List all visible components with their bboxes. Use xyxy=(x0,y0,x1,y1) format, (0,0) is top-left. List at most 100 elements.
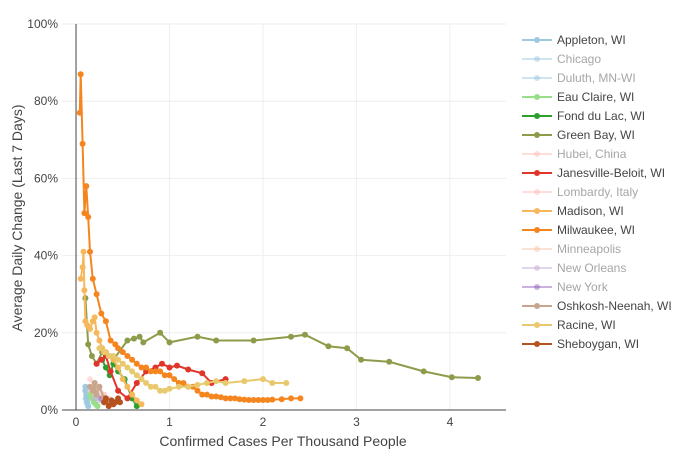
data-point xyxy=(166,385,173,392)
legend-label: New York xyxy=(557,280,609,294)
legend-swatch-marker xyxy=(534,170,540,176)
y-tick-label: 60% xyxy=(34,171,58,185)
legend-swatch-marker xyxy=(534,322,540,328)
data-point xyxy=(124,364,131,371)
legend-item[interactable]: Milwaukee, WI xyxy=(522,223,635,237)
data-point xyxy=(203,391,210,398)
data-point xyxy=(194,381,201,388)
legend-label: Green Bay, WI xyxy=(557,128,635,142)
data-point xyxy=(131,335,137,342)
legend-swatch-marker xyxy=(534,284,540,290)
legend-swatch-marker xyxy=(534,341,540,347)
data-point xyxy=(152,368,159,375)
data-point xyxy=(236,396,243,403)
legend-label: Sheboygan, WI xyxy=(557,337,639,351)
data-point xyxy=(87,376,93,383)
data-point xyxy=(119,360,126,367)
data-point xyxy=(161,387,168,394)
data-point xyxy=(85,214,92,220)
legend-swatch-marker xyxy=(534,94,540,100)
series-15 xyxy=(96,345,290,394)
legend-item[interactable]: Lombardy, Italy xyxy=(522,185,638,199)
data-point xyxy=(96,345,103,352)
data-point xyxy=(83,399,90,406)
data-point xyxy=(185,383,192,390)
data-point xyxy=(136,333,143,340)
legend-label: Racine, WI xyxy=(557,318,616,332)
legend-swatch-marker xyxy=(534,113,540,119)
legend-swatch-marker xyxy=(534,75,540,81)
data-point xyxy=(102,395,109,402)
data-point xyxy=(124,353,131,359)
data-point xyxy=(213,337,220,344)
data-point xyxy=(115,364,122,371)
legend-item[interactable]: Sheboygan, WI xyxy=(522,337,639,351)
legend-item[interactable]: Fond du Lac, WI xyxy=(522,109,645,123)
legend: Appleton, WI Chicago Duluth, MN-WI Eau Clai… xyxy=(522,33,672,351)
legend-item[interactable]: Racine, WI xyxy=(522,318,616,332)
legend-item[interactable]: Duluth, MN-WI xyxy=(522,71,636,85)
data-point xyxy=(87,325,93,332)
legend-item[interactable]: Chicago xyxy=(522,52,601,66)
data-point xyxy=(133,360,140,367)
legend-item[interactable]: Hubei, China xyxy=(522,147,627,161)
data-point xyxy=(76,109,83,116)
data-point xyxy=(217,394,224,401)
data-point xyxy=(448,374,455,381)
legend-item[interactable]: Eau Claire, WI xyxy=(522,90,634,104)
legend-label: Minneapolis xyxy=(557,242,621,256)
legend-swatch-marker xyxy=(534,151,540,157)
data-point xyxy=(283,380,290,386)
data-point xyxy=(171,376,178,383)
legend-item[interactable]: New York xyxy=(522,280,609,294)
data-point xyxy=(175,383,182,390)
data-point xyxy=(129,356,136,363)
data-point xyxy=(138,364,145,371)
data-point xyxy=(93,291,100,298)
legend-item[interactable]: Madison, WI xyxy=(522,204,624,218)
legend-swatch-marker xyxy=(534,246,540,252)
data-point xyxy=(96,397,103,404)
data-point xyxy=(157,387,164,394)
data-point xyxy=(119,376,126,383)
x-tick-label: 1 xyxy=(166,415,173,429)
legend-item[interactable]: Oshkosh-Neenah, WI xyxy=(522,299,672,313)
data-point xyxy=(115,345,122,352)
legend-label: Eau Claire, WI xyxy=(557,90,634,104)
legend-item[interactable]: Appleton, WI xyxy=(522,33,626,47)
legend-swatch-marker xyxy=(534,227,540,233)
data-point xyxy=(143,364,150,371)
data-point xyxy=(138,376,145,383)
data-point xyxy=(152,383,159,390)
data-point xyxy=(82,395,89,402)
legend-label: Hubei, China xyxy=(557,147,627,161)
legend-item[interactable]: New Orleans xyxy=(522,261,626,275)
data-point xyxy=(129,368,136,375)
legend-item[interactable]: Green Bay, WI xyxy=(522,128,635,142)
y-tick-label: 80% xyxy=(34,94,58,108)
data-point xyxy=(475,375,481,381)
data-point xyxy=(140,339,147,346)
legend-item[interactable]: Minneapolis xyxy=(522,242,621,256)
data-point xyxy=(96,337,103,344)
data-point xyxy=(199,391,206,398)
data-point xyxy=(105,403,112,410)
data-point xyxy=(245,397,252,403)
data-point xyxy=(194,387,201,394)
legend-swatch-marker xyxy=(534,208,540,214)
legend-item[interactable]: Janesville-Beloit, WI xyxy=(522,166,665,180)
data-point xyxy=(180,380,187,386)
data-point xyxy=(166,372,173,379)
data-point xyxy=(124,337,131,344)
data-point xyxy=(147,368,154,375)
data-point xyxy=(102,318,109,325)
data-point xyxy=(157,329,164,336)
data-point xyxy=(89,387,96,394)
legend-label: Lombardy, Italy xyxy=(557,185,638,199)
data-point xyxy=(115,356,122,363)
data-point xyxy=(241,378,248,385)
data-point xyxy=(80,248,87,255)
data-point xyxy=(102,364,109,371)
data-point xyxy=(264,397,271,403)
